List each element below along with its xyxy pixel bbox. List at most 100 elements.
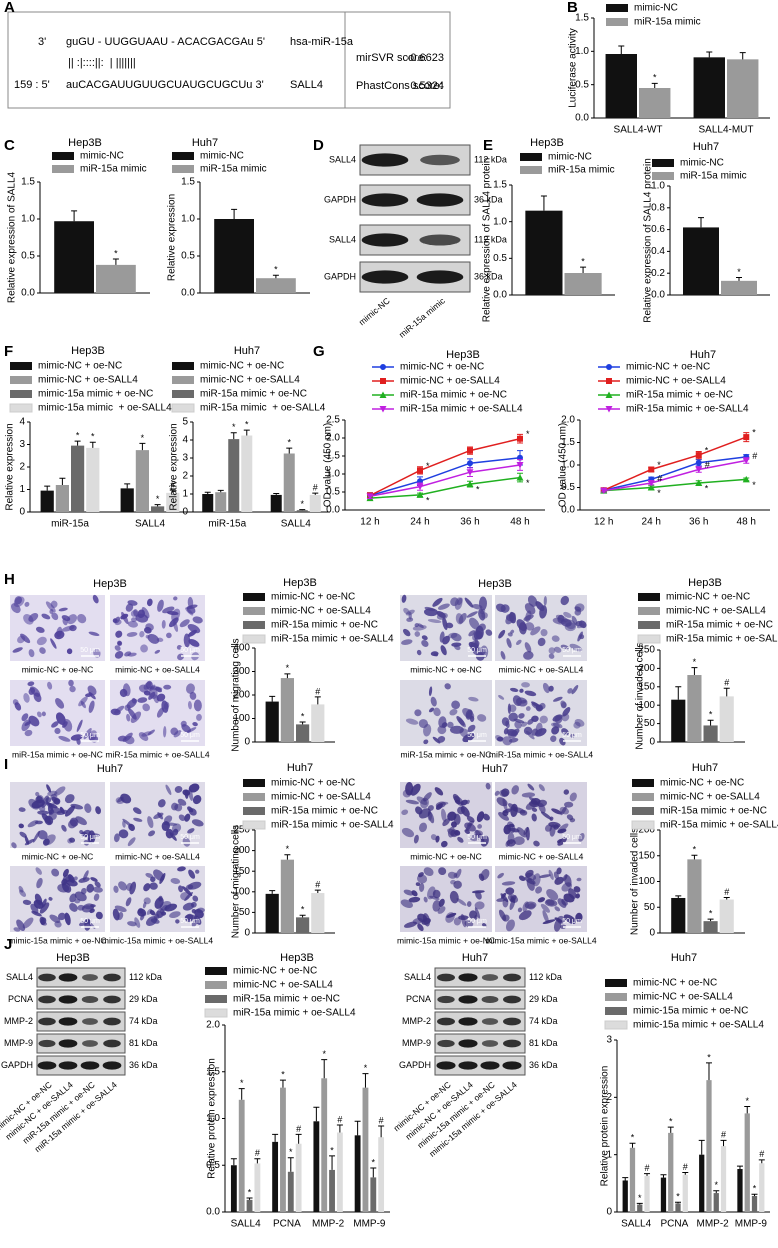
cell — [186, 683, 195, 694]
cell — [134, 917, 141, 928]
cell — [24, 838, 35, 846]
cell — [149, 882, 158, 890]
significance-label: * — [669, 1117, 673, 1127]
cell — [173, 730, 182, 738]
cell — [413, 834, 419, 844]
target-name: SALL4 — [290, 79, 323, 91]
blot-strip — [36, 967, 126, 988]
y-tick-label: 0.0 — [575, 113, 589, 124]
legend-label: miR-15a mimic — [634, 17, 701, 28]
cell — [403, 607, 410, 615]
legend-label: mimic-NC + oe-SALL4 — [271, 606, 371, 617]
y-tick-label: 2 — [606, 1092, 612, 1103]
y-tick-label: 2.0 — [561, 415, 575, 426]
error-bar — [139, 442, 146, 451]
bar — [671, 699, 686, 742]
cell — [403, 628, 411, 637]
micrograph-caption: mimic-NC + oe-NC — [22, 664, 94, 674]
cell — [500, 893, 509, 903]
cell — [11, 842, 17, 849]
legend-label: miR-15a mimic — [80, 164, 147, 175]
cell — [575, 893, 580, 899]
legend-swatch — [605, 1007, 627, 1015]
cell — [440, 645, 447, 656]
legend-marker — [605, 391, 613, 398]
cell — [405, 799, 419, 805]
blot-size-label: 112 kDa — [529, 972, 562, 982]
cell — [170, 878, 181, 884]
panel-label: C — [4, 137, 15, 154]
mir-name: hsa-miR-15a — [290, 36, 354, 48]
cell — [525, 622, 535, 631]
cell — [19, 889, 27, 897]
cell — [192, 794, 202, 805]
error-bar — [698, 217, 704, 228]
micrograph-caption: miR-15a mimic + oe-NC — [12, 749, 103, 759]
significance-label: * — [301, 711, 305, 721]
cell — [36, 636, 47, 646]
bar — [737, 1169, 743, 1212]
cell — [456, 716, 465, 726]
y-tick-label: 2.0 — [326, 433, 340, 444]
micrograph-caption: mimic-NC + oe-NC — [410, 664, 482, 674]
point — [743, 434, 750, 441]
cell — [427, 811, 432, 821]
cell — [18, 823, 24, 829]
blot-band — [81, 995, 99, 1004]
cell — [435, 835, 440, 843]
cell — [153, 694, 159, 704]
bar — [720, 1146, 727, 1212]
cell — [184, 914, 198, 921]
error-bar — [314, 696, 321, 705]
x-tick-label: 24 h — [410, 517, 429, 528]
cell — [401, 594, 407, 603]
cell — [575, 620, 583, 627]
cell — [560, 644, 569, 650]
bar — [214, 219, 254, 293]
blot-band — [458, 1039, 478, 1048]
cell — [576, 877, 582, 882]
cell — [28, 715, 40, 727]
y-tick-label: 1.0 — [21, 214, 35, 225]
cell — [21, 713, 29, 722]
cell — [45, 601, 56, 613]
y-tick-label: 5 — [182, 417, 188, 428]
y-tick-label: 0 — [244, 737, 250, 748]
cell — [404, 921, 418, 928]
cell — [191, 919, 198, 928]
significance-label: * — [301, 905, 305, 915]
cell — [466, 901, 472, 907]
cell — [554, 646, 562, 653]
cell — [562, 707, 571, 717]
cell — [535, 886, 543, 894]
significance-label: * — [631, 1133, 635, 1143]
cell — [482, 813, 490, 821]
error-bar — [243, 429, 250, 436]
significance-label: * — [300, 499, 304, 509]
cell — [507, 894, 519, 903]
error-bar — [378, 1125, 385, 1138]
cell — [401, 639, 413, 645]
error-bar — [580, 266, 587, 273]
significance-label: # — [752, 451, 757, 461]
cell — [53, 798, 61, 805]
significance-label: * — [426, 495, 430, 505]
cell — [531, 715, 539, 722]
cell — [548, 647, 556, 655]
bar — [295, 1143, 302, 1212]
cell — [188, 808, 197, 816]
cell — [480, 835, 489, 847]
significance-label: * — [705, 445, 709, 455]
bar — [120, 488, 134, 512]
cell — [561, 728, 569, 736]
y-tick-label: 0 — [244, 928, 250, 939]
cell — [35, 791, 40, 797]
cell — [12, 647, 23, 653]
micrograph-caption: mimic-15a mimic + oe-SALL4 — [102, 935, 214, 945]
cell — [162, 606, 175, 614]
blot-band — [58, 995, 78, 1004]
y-tick-label: 400 — [233, 643, 250, 654]
blot-strip — [434, 1011, 526, 1032]
x-tick-label: SALL4-MUT — [698, 125, 753, 136]
